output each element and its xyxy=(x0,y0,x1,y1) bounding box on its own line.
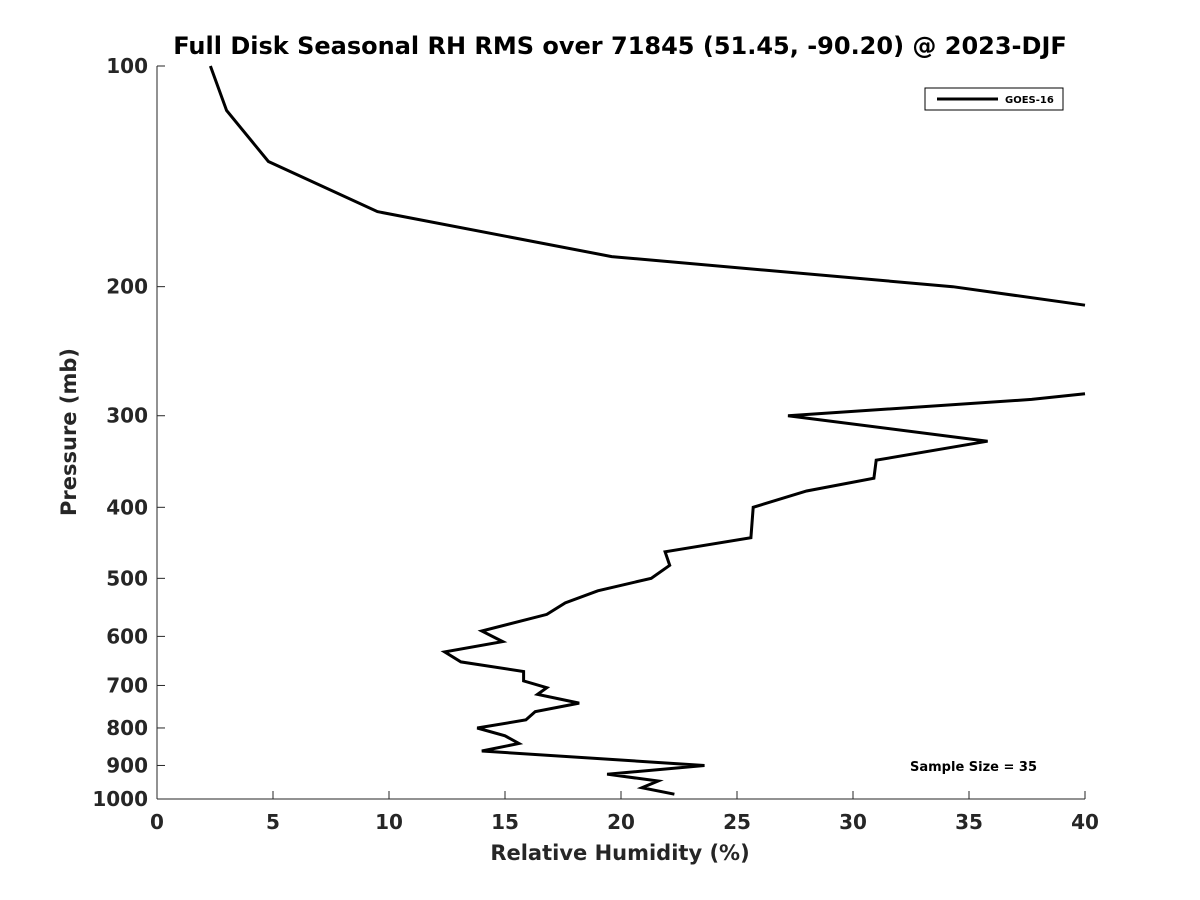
x-tick-label: 25 xyxy=(723,810,751,834)
y-tick-label: 300 xyxy=(106,404,148,428)
series-line-goes-16-segment-1 xyxy=(208,65,1086,307)
x-tick-label: 20 xyxy=(607,810,635,834)
x-tick-label: 5 xyxy=(266,810,280,834)
y-tick-label: 900 xyxy=(106,753,148,777)
y-tick-label: 100 xyxy=(106,54,148,78)
y-axis-label: Pressure (mb) xyxy=(57,348,81,516)
y-tick-label: 500 xyxy=(106,566,148,590)
legend-entry-goes-16: GOES-16 xyxy=(1005,95,1054,106)
x-axis-label: Relative Humidity (%) xyxy=(490,841,749,865)
x-tick-label: 35 xyxy=(955,810,983,834)
y-tick-label: 800 xyxy=(106,716,148,740)
x-tick-label: 15 xyxy=(491,810,519,834)
y-tick-label: 700 xyxy=(106,673,148,697)
x-tick-label: 40 xyxy=(1071,810,1099,834)
sample-size-annotation: Sample Size = 35 xyxy=(910,760,1037,775)
plot-area: 0 5 10 15 20 25 30 35 40 100 200 300 400 500 600 700 800… xyxy=(92,54,1099,834)
x-tick-label: 0 xyxy=(150,810,164,834)
legend: GOES-16 xyxy=(924,87,1064,111)
x-tick-label: 10 xyxy=(375,810,403,834)
series-line-goes-16-segment-2 xyxy=(440,392,1086,796)
y-tick-label: 600 xyxy=(106,624,148,648)
chart-title: Full Disk Seasonal RH RMS over 71845 (51… xyxy=(173,32,1067,60)
y-tick-label: 200 xyxy=(106,275,148,299)
x-tick-label: 30 xyxy=(839,810,867,834)
y-tick-label: 400 xyxy=(106,495,148,519)
y-tick-label: 1000 xyxy=(92,787,148,811)
